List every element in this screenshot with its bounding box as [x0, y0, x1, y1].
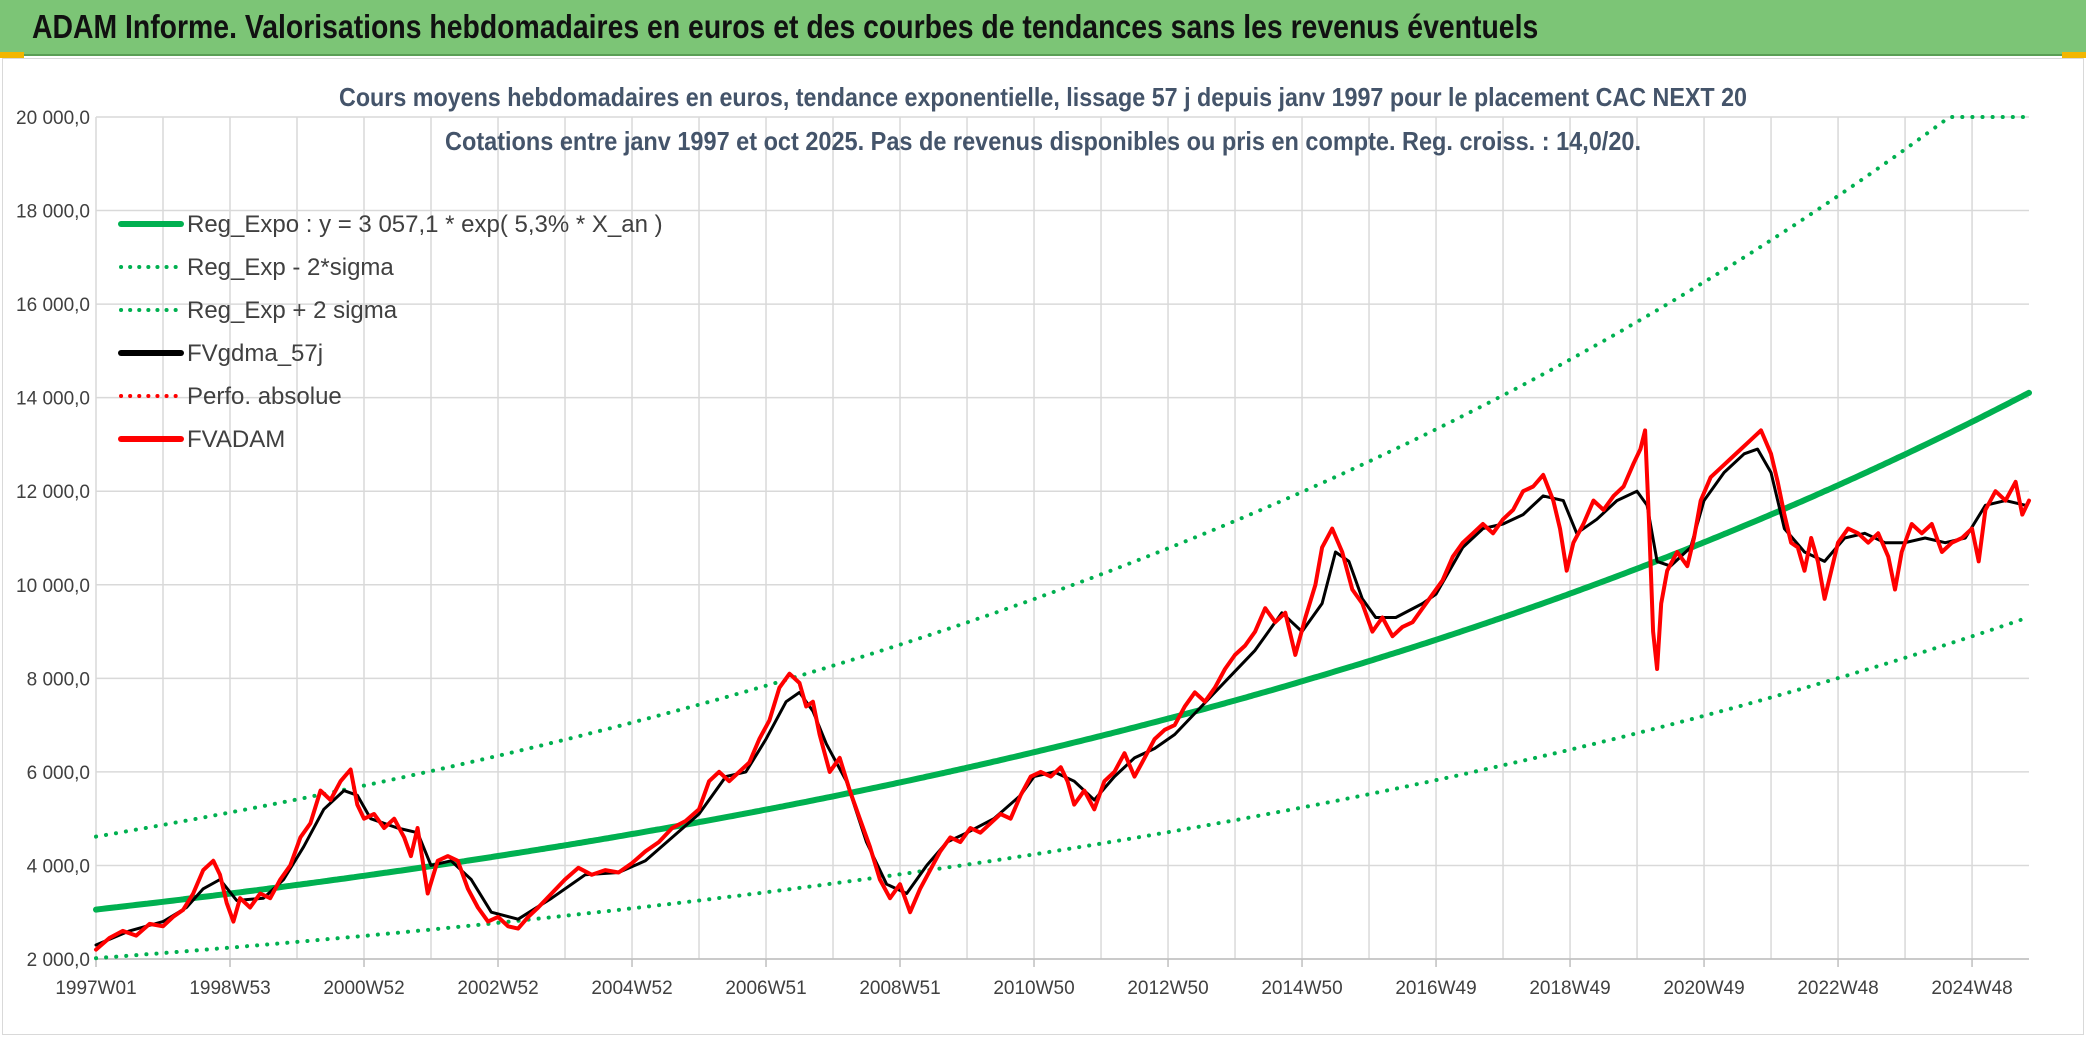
y-tick-label: 14 000,0 [16, 389, 90, 410]
legend: Reg_Expo : y = 3 057,1 * exp( 5,3% * X_a… [118, 211, 663, 453]
y-tick-label: 12 000,0 [16, 482, 90, 503]
y-tick-label: 4 000,0 [27, 856, 90, 877]
x-tick-label: 1997W01 [55, 978, 136, 999]
x-tick-label: 2016W49 [1395, 978, 1476, 999]
x-tick-label: 2004W52 [591, 978, 672, 999]
legend-label-4: Perfo. absolue [187, 383, 342, 410]
y-tick-label: 18 000,0 [16, 202, 90, 223]
legend-label-5: FVADAM [187, 426, 285, 453]
series-layer [93, 115, 2032, 961]
x-tick-label: 2020W49 [1663, 978, 1744, 999]
y-tick-label: 2 000,0 [27, 950, 90, 971]
legend-label-2: Reg_Exp + 2 sigma [187, 297, 398, 324]
legend-label-1: Reg_Exp - 2*sigma [187, 254, 394, 281]
x-tick-label: 2012W50 [1127, 978, 1208, 999]
y-tick-label: 10 000,0 [16, 576, 90, 597]
legend-label-0: Reg_Expo : y = 3 057,1 * exp( 5,3% * X_a… [187, 211, 663, 238]
page-title: ADAM Informe. Valorisations hebdomadaire… [32, 8, 1539, 45]
y-tick-label: 8 000,0 [27, 669, 90, 690]
x-tick-label: 2014W50 [1261, 978, 1342, 999]
y-tick-label: 6 000,0 [27, 763, 90, 784]
legend-label-3: FVgdma_57j [187, 340, 323, 367]
series-line-0 [93, 389, 2032, 913]
chart-titles: Cours moyens hebdomadaires en euros, ten… [339, 82, 1747, 156]
x-tick-label: 2022W48 [1797, 978, 1878, 999]
x-tick-label: 2000W52 [323, 978, 404, 999]
y-tick-label: 20 000,0 [16, 108, 90, 129]
chart-svg: 2 000,0 4 000,0 6 000,0 8 000,0 10 000,0 12 0… [16, 82, 2032, 999]
x-tick-label: 2008W51 [859, 978, 940, 999]
x-tick-label: 1998W53 [189, 978, 270, 999]
corner-accent-right [2062, 52, 2086, 58]
axes: 2 000,0 4 000,0 6 000,0 8 000,0 10 000,0 12 0… [16, 108, 2029, 999]
gridlines [95, 116, 2029, 960]
x-tick-label: 2006W51 [725, 978, 806, 999]
x-tick-label: 2024W48 [1931, 978, 2012, 999]
chart-area: 2 000,0 4 000,0 6 000,0 8 000,0 10 000,0 12 0… [2, 58, 2084, 1035]
chart-title: Cours moyens hebdomadaires en euros, ten… [339, 82, 1747, 112]
series-line-3 [94, 447, 2028, 947]
corner-accent-left [0, 52, 24, 58]
y-tick-label: 16 000,0 [16, 295, 90, 316]
x-tick-label: 2002W52 [457, 978, 538, 999]
x-tick-label: 2010W50 [993, 978, 1074, 999]
x-tick-label: 2018W49 [1529, 978, 1610, 999]
series-line-2 [94, 115, 2031, 839]
chart-subtitle: Cotations entre janv 1997 et oct 2025. P… [445, 126, 1641, 156]
header-bar: ADAM Informe. Valorisations hebdomadaire… [0, 0, 2086, 56]
series-line-1 [94, 615, 2031, 961]
series-line-5 [94, 428, 2031, 952]
